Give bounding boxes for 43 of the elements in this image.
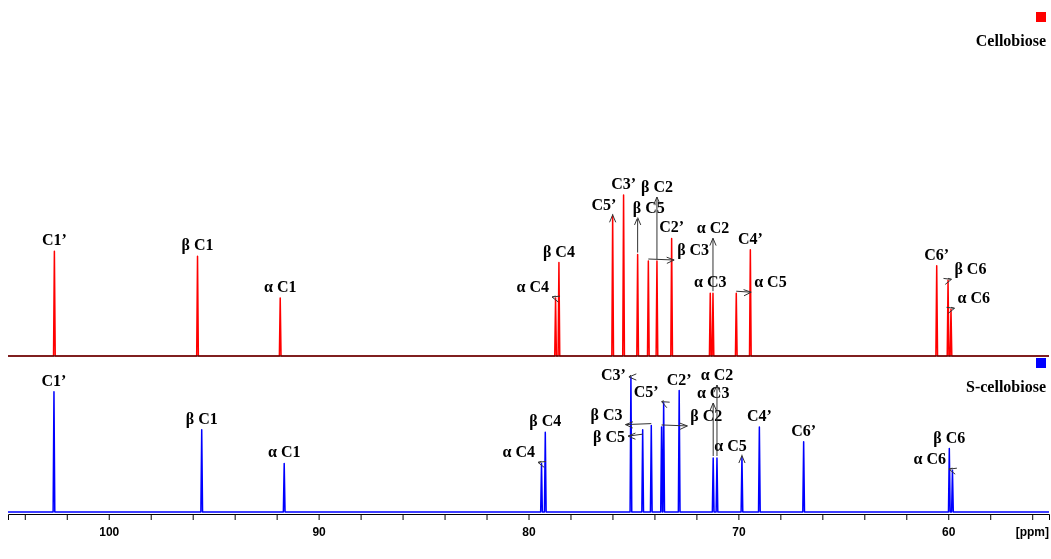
annotation: β C4	[542, 242, 575, 261]
annotation: α C2	[700, 366, 734, 383]
annotation: β C1	[185, 409, 218, 428]
annotation: α C3	[696, 384, 730, 401]
annotation: α C6	[957, 289, 990, 307]
annotation: α C4	[502, 443, 536, 461]
annotation: β C2	[640, 178, 673, 197]
x-tick-label: 70	[732, 525, 746, 540]
annotation: α C4	[516, 278, 550, 296]
annotation: β C5	[632, 198, 665, 217]
annotation: C3’	[601, 366, 626, 383]
annotation: C2’	[659, 218, 685, 236]
annotation: C4’	[737, 229, 763, 247]
legend-label: S-cellobiose	[966, 378, 1046, 395]
x-tick-label: 60	[942, 525, 956, 540]
annotation: β C3	[677, 241, 710, 260]
annotation: C6’	[791, 421, 817, 439]
x-tick-label: 100	[99, 525, 120, 540]
legend-label: Cellobiose	[975, 32, 1046, 49]
annotation: β C1	[181, 236, 214, 255]
annotation: C2’	[666, 370, 692, 388]
annotation: β C3	[590, 405, 623, 424]
annotation: α C1	[263, 278, 297, 296]
annotation: C1’	[41, 231, 67, 249]
x-tick-label: 90	[312, 525, 327, 540]
annotation: C5’	[633, 382, 659, 400]
annotation: C3’	[611, 175, 637, 192]
annotation: β C6	[954, 260, 987, 279]
annotation: α C3	[694, 273, 727, 291]
annotation: C6’	[924, 245, 950, 263]
annotation: C1’	[41, 371, 67, 389]
annotation: α C5	[754, 273, 787, 291]
annotation: α C6	[913, 450, 946, 468]
annotation: C4’	[746, 406, 772, 424]
annotation: α C5	[714, 436, 747, 454]
annotation: β C4	[529, 412, 562, 431]
x-axis-title: [ppm]	[1015, 525, 1049, 539]
x-tick-label: 80	[522, 525, 536, 540]
annotation: C5’	[591, 195, 617, 213]
annotation: β C6	[933, 428, 966, 447]
annotation: α C2	[696, 219, 730, 237]
annotation: α C1	[267, 443, 301, 461]
annotation: β C5	[593, 427, 626, 446]
